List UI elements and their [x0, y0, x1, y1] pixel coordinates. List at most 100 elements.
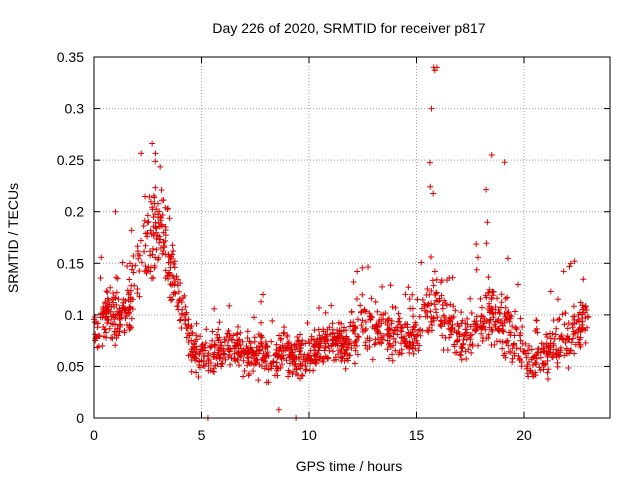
data-point: [407, 305, 414, 312]
data-point: [244, 355, 251, 362]
data-point: [388, 318, 395, 325]
data-point: [567, 260, 574, 267]
x-tick-label: 20: [516, 427, 532, 443]
data-point: [166, 269, 173, 276]
data-point: [109, 335, 116, 342]
data-point: [540, 348, 547, 355]
data-point: [310, 336, 317, 343]
data-point: [169, 242, 176, 249]
data-point: [99, 342, 106, 349]
y-axis-label: SRMTID / TECUs: [5, 183, 21, 293]
data-point: [306, 352, 313, 359]
data-point: [438, 323, 445, 330]
data-point: [330, 357, 337, 364]
data-point: [216, 355, 223, 362]
data-point: [561, 321, 568, 328]
data-point: [563, 345, 570, 352]
data-point: [176, 297, 183, 304]
data-point: [103, 313, 110, 320]
data-point: [577, 343, 584, 350]
data-point: [362, 318, 369, 325]
data-point: [352, 338, 359, 345]
data-point: [171, 281, 178, 288]
data-point: [292, 346, 299, 353]
data-point: [129, 305, 136, 312]
data-point: [346, 340, 353, 347]
data-point: [125, 291, 132, 298]
data-point: [273, 346, 280, 353]
data-point: [200, 362, 207, 369]
data-point: [273, 341, 280, 348]
data-point: [352, 347, 359, 354]
data-point: [91, 319, 98, 326]
x-tick-label: 10: [301, 427, 317, 443]
data-point: [371, 341, 378, 348]
data-point: [519, 340, 526, 347]
data-point: [374, 326, 381, 333]
data-point: [485, 290, 492, 297]
data-point: [256, 361, 263, 368]
data-point: [474, 254, 481, 261]
data-point: [390, 335, 397, 342]
data-point: [103, 334, 110, 341]
data-point: [398, 335, 405, 342]
data-point: [334, 334, 341, 341]
data-point: [447, 331, 454, 338]
data-point: [492, 309, 499, 316]
data-point: [136, 267, 143, 274]
data-point: [392, 347, 399, 354]
data-point: [169, 296, 176, 303]
data-point: [308, 356, 315, 363]
data-point: [430, 190, 437, 197]
data-point: [414, 332, 421, 339]
data-point: [152, 219, 159, 226]
data-point: [284, 345, 291, 352]
data-point: [130, 269, 137, 276]
data-point: [496, 328, 503, 335]
data-point: [406, 295, 413, 302]
data-point: [241, 367, 248, 374]
data-point: [211, 341, 218, 348]
data-point: [304, 320, 311, 327]
data-point: [563, 350, 570, 357]
data-point: [506, 312, 513, 319]
data-point: [374, 308, 381, 315]
data-point: [392, 339, 399, 346]
data-point: [311, 327, 318, 334]
data-point: [119, 259, 126, 266]
data-point: [402, 291, 409, 298]
data-point: [479, 304, 486, 311]
data-point: [224, 330, 231, 337]
data-point: [410, 350, 417, 357]
data-point: [473, 266, 480, 273]
data-point: [278, 355, 285, 362]
data-point: [178, 310, 185, 317]
y-tick-label: 0: [76, 410, 84, 426]
data-point: [207, 367, 214, 374]
data-point: [547, 335, 554, 342]
data-point: [384, 346, 391, 353]
data-point: [537, 367, 544, 374]
data-point: [134, 243, 141, 250]
data-point: [347, 352, 354, 359]
data-point: [551, 335, 558, 342]
data-point: [324, 355, 331, 362]
data-point: [575, 339, 582, 346]
data-point: [389, 303, 396, 310]
data-point: [122, 307, 129, 314]
data-point: [498, 304, 505, 311]
data-point: [526, 343, 533, 350]
data-point: [276, 332, 283, 339]
data-point: [147, 198, 154, 205]
data-point: [193, 346, 200, 353]
data-point: [210, 353, 217, 360]
data-points: [91, 64, 592, 421]
data-point: [486, 286, 493, 293]
data-point: [554, 363, 561, 370]
data-point: [509, 359, 516, 366]
data-point: [359, 291, 366, 298]
data-point: [473, 241, 480, 248]
data-point: [525, 350, 532, 357]
data-point: [196, 358, 203, 365]
data-point: [269, 317, 276, 324]
